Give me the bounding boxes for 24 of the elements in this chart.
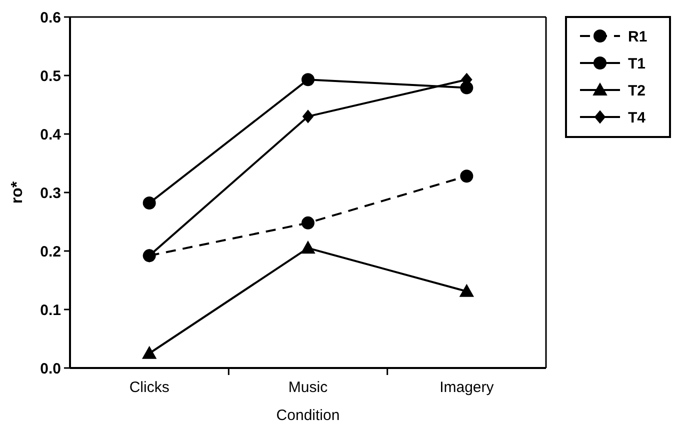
y-axis-title: ro* <box>9 180 26 204</box>
point <box>460 170 474 183</box>
point <box>302 110 314 123</box>
point <box>142 196 156 210</box>
point <box>302 73 314 86</box>
x-axis-title: Condition <box>276 407 340 424</box>
legend-label: R1 <box>628 28 648 46</box>
point <box>302 216 314 230</box>
x-tick-label: Clicks <box>129 379 170 396</box>
point <box>301 241 315 254</box>
legend-label: T4 <box>628 109 646 126</box>
y-tick-label: 0.4 <box>40 126 62 144</box>
y-tick-label: 0.5 <box>40 68 61 85</box>
legend-label: T2 <box>628 82 646 100</box>
y-tick-label: 0.2 <box>40 243 61 260</box>
legend-label: T1 <box>628 55 646 72</box>
point <box>142 346 156 359</box>
x-tick-label: Music <box>288 379 328 396</box>
point <box>460 284 474 297</box>
x-tick-label: Imagery <box>440 379 494 396</box>
y-tick-label: 0.3 <box>40 184 61 202</box>
y-tick-label: 0.0 <box>40 360 61 378</box>
y-tick-label: 0.1 <box>40 302 61 319</box>
y-tick-label: 0.6 <box>40 9 61 26</box>
